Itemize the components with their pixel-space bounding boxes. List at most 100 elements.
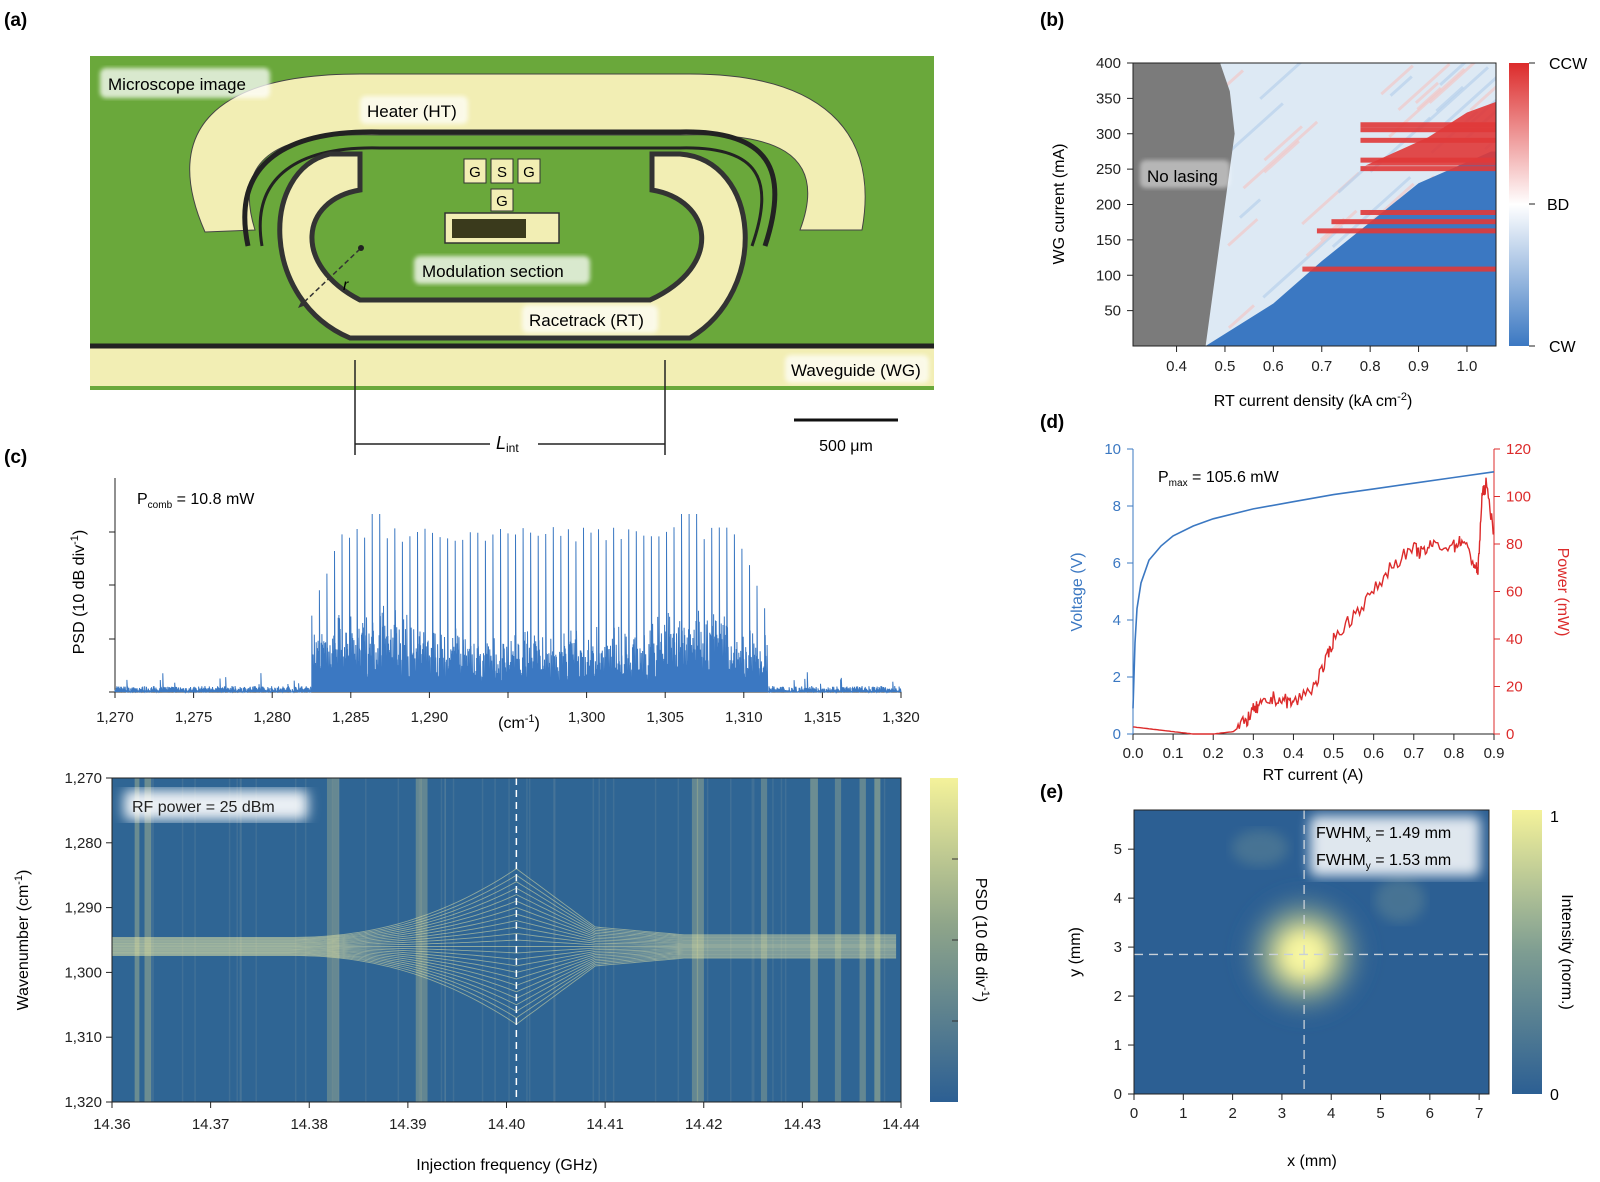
e-ytick-label: 0 [1114,1086,1122,1103]
e-colorbar-top: 1 [1550,809,1559,826]
c-map-stripe [397,778,400,1102]
c-map-tag: RF power = 25 dBm [124,790,308,820]
b-ytick-label: 50 [1104,303,1121,320]
b-ytick-label: 300 [1096,126,1121,143]
c-spec-xlabel: (cm-1) [498,713,540,732]
panel-c: (c) 1,270 1,275 1,280 1,285 1,290 1,300 1,305 1… [4,447,920,732]
c-map-comb-line [112,920,897,944]
e-side-lobe-2 [1375,878,1425,922]
b-heatmap [1133,63,1496,346]
d-ytick-right-label: 60 [1506,584,1523,601]
c-map-xtick-label: 14.43 [784,1116,822,1133]
b-streak [1380,64,1414,96]
radius-arrowhead [298,300,306,308]
c-map-axes: 14.36 14.37 14.38 14.39 14.40 14.41 14.42 14.43… [64,770,919,1133]
d-ytick-right-label: 20 [1506,679,1523,696]
svg-text:RF power = 25 dBm: RF power = 25 dBm [132,799,275,816]
c-map-stripe [452,778,455,1102]
b-xtick-label: 0.6 [1263,358,1284,375]
panel-a: (a) G S G G r Microscope image Heater (H… [4,10,934,455]
d-ytick-right-label: 40 [1506,631,1523,648]
c-map-stripe [420,778,428,1102]
b-ytick-label: 100 [1096,267,1121,284]
b-no-lasing-tag: No lasing [1140,160,1230,188]
c-map-stripe [612,778,615,1102]
c-map-comb-line [112,874,897,939]
b-streak [1397,63,1451,111]
c-spec-ylabel: PSD (10 dB div-1) [69,530,88,655]
b-streak [1439,63,1467,86]
b-ytick-label: 250 [1096,161,1121,178]
svg-text:Heater (HT): Heater (HT) [367,102,457,121]
b-colorbar-ccw: CCW [1549,56,1588,73]
d-ytick-left-label: 6 [1113,555,1121,572]
c-map-stripe [481,778,484,1102]
modulation-section [452,219,526,238]
c-map-comb-line [112,954,897,1019]
b-streak [1337,165,1368,194]
panel-b-label: (b) [1040,10,1064,31]
c-map-xlabel: Injection frequency (GHz) [416,1157,597,1174]
panel-d: (d) 0.0 0.1 0.2 0.3 0.4 0.5 0.6 0.7 0.8 0.9024681… [1040,412,1571,784]
b-colorbar-ticks [1529,62,1535,347]
d-ytick-right-label: 0 [1506,726,1514,743]
tag-microscope: Microscope image [100,68,270,98]
radius-symbol: r [343,277,349,294]
d-voltage-line [1132,471,1495,709]
c-map-comb-line [112,868,897,938]
b-streak [1238,198,1262,219]
tag-heater: Heater (HT) [360,96,468,124]
c-spec-xtick-label: 1,305 [646,709,684,726]
e-xtick-label: 7 [1475,1105,1483,1122]
b-colorbar [1509,63,1529,346]
c-map-ytick-label: 1,280 [64,835,102,852]
panel-e-label: (e) [1040,782,1063,803]
c-colorbar-ticks [952,858,958,1022]
c-map-xtick-label: 14.41 [586,1116,624,1133]
svg-text:Modulation section: Modulation section [422,262,564,281]
scale-bar-label: 500 μm [819,438,873,455]
c-map-comb-line [112,887,897,941]
d-xtick-label: 0.2 [1203,745,1224,762]
c-map-ytick-label: 1,310 [64,1029,102,1046]
b-ccw-line [1360,122,1496,128]
e-ytick-label: 4 [1114,890,1122,907]
d-xtick-label: 0.5 [1323,745,1344,762]
b-ytick-label: 350 [1096,90,1121,107]
b-streak [1416,87,1442,111]
b-ccw-block [1365,101,1496,166]
e-xtick-label: 6 [1426,1105,1434,1122]
c-map-xtick-label: 14.37 [192,1116,230,1133]
d-ytick-left-label: 10 [1104,441,1121,458]
c-map-ytick-label: 1,270 [64,770,102,787]
e-fwhm-x: FWHMx = 1.49 mm [1316,825,1451,845]
e-fwhm-tag: FWHMx = 1.49 mm FWHMy = 1.53 mm [1310,816,1480,876]
panel-e: (e) 0 1 2 3 4 5 6 7 0 1 2 3 4 5 FWHMx = 1.49 mm FWHMy… [1040,782,1575,1170]
b-streak [1443,75,1496,126]
pad-label-g2: G [523,164,535,181]
e-ytick-label: 1 [1114,1037,1122,1054]
c-map-comb-line [112,894,897,941]
c-map-comb-line [112,952,897,999]
e-colorbar-bottom: 0 [1550,1087,1559,1104]
d-xtick-label: 0.1 [1163,745,1184,762]
c-map-mode-lines [112,778,897,1102]
c-map-comb-line [112,946,897,954]
e-ylabel: y (mm) [1067,927,1084,977]
c-map-comb-line [112,913,897,944]
b-no-lasing-region [1133,63,1235,346]
d-ytick-left-label: 8 [1113,498,1121,515]
svg-text:Racetrack (RT): Racetrack (RT) [529,311,644,330]
c-map-stripe [654,778,657,1102]
b-streak [1227,218,1259,247]
tag-modulation: Modulation section [414,256,590,284]
c-map-ytick-label: 1,320 [64,1094,102,1111]
d-xtick-label: 0.3 [1243,745,1264,762]
heater-rail [242,129,778,247]
tag-waveguide: Waveguide (WG) [785,355,929,383]
svg-text:Microscope image: Microscope image [108,75,246,94]
b-xlabel: RT current density (kA cm-2) [1214,391,1413,410]
pad-g1 [463,158,487,184]
e-xtick-label: 3 [1278,1105,1286,1122]
